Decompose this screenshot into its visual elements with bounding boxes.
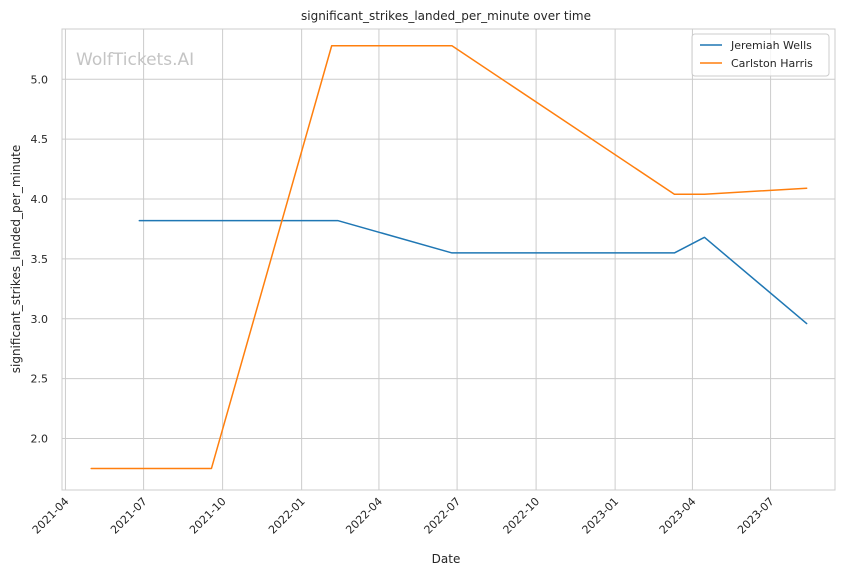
y-tick-label: 3.5 [31,253,49,266]
x-tick-labels: 2021-04 2021-07 2021-10 2022-01 2022-04 2022-… [30,495,777,537]
x-tick-label: 2023-01 [580,495,622,537]
watermark: WolfTickets.AI [76,50,194,70]
y-axis-label: significant_strikes_landed_per_minute [9,145,23,374]
x-tick-label: 2021-10 [187,495,229,537]
x-axis-label: Date [432,552,461,566]
grid-lines [62,29,835,490]
y-tick-label: 2.5 [31,373,49,386]
legend-label-jeremiah-wells: Jeremiah Wells [730,39,812,52]
x-tick-label: 2022-04 [343,495,385,537]
x-tick-label: 2023-07 [735,495,777,537]
y-tick-labels: 2.0 2.5 3.0 3.5 4.0 4.5 5.0 [31,73,49,445]
x-tick-label: 2021-04 [30,495,72,537]
x-tick-label: 2022-10 [501,495,543,537]
chart-title: significant_strikes_landed_per_minute ov… [301,9,591,23]
x-tick-label: 2021-07 [108,495,150,537]
legend: Jeremiah Wells Carlston Harris [691,33,830,77]
y-tick-label: 4.5 [31,133,49,146]
plot-area-frame [61,28,836,491]
series-line-jeremiah-wells [138,219,808,325]
series-lines [90,45,808,470]
x-tick-label: 2023-04 [657,495,699,537]
y-tick-label: 2.0 [31,433,49,446]
x-tick-label: 2022-01 [266,495,308,537]
x-tick-label: 2022-07 [422,495,464,537]
y-tick-label: 4.0 [31,193,49,206]
legend-box [691,33,830,77]
y-tick-label: 3.0 [31,313,49,326]
legend-label-carlston-harris: Carlston Harris [731,57,813,70]
series-line-carlston-harris [90,45,808,470]
y-tick-label: 5.0 [31,73,49,86]
